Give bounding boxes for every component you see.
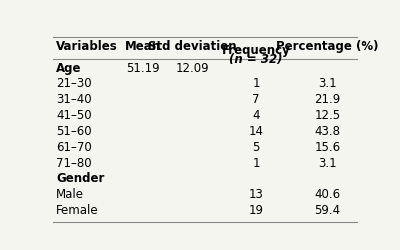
Text: 14: 14 [249,124,264,137]
Text: Mean: Mean [125,40,161,53]
Text: 1: 1 [252,156,260,169]
Text: Male: Male [56,188,84,200]
Text: 13: 13 [249,188,264,200]
Text: 21–30: 21–30 [56,77,92,90]
Text: 51.19: 51.19 [126,61,160,74]
Text: 51–60: 51–60 [56,124,92,137]
Text: 3.1: 3.1 [318,156,337,169]
Text: 12.5: 12.5 [314,108,340,122]
Text: Gender: Gender [56,172,104,185]
Text: 40.6: 40.6 [314,188,340,200]
Text: 3.1: 3.1 [318,77,337,90]
Text: 12.09: 12.09 [176,61,210,74]
Text: (n = 32): (n = 32) [230,53,283,66]
Text: 7: 7 [252,93,260,106]
Text: Percentage (%): Percentage (%) [276,40,379,53]
Text: 1: 1 [252,77,260,90]
Text: 43.8: 43.8 [314,124,340,137]
Text: Variables: Variables [56,40,118,53]
Text: Female: Female [56,203,99,216]
Text: Std deviation: Std deviation [148,40,237,53]
Text: 31–40: 31–40 [56,93,92,106]
Text: 4: 4 [252,108,260,122]
Text: 21.9: 21.9 [314,93,340,106]
Text: 59.4: 59.4 [314,203,340,216]
Text: 41–50: 41–50 [56,108,92,122]
Text: 61–70: 61–70 [56,140,92,153]
Text: 19: 19 [249,203,264,216]
Text: Frequency: Frequency [222,44,290,57]
Text: 15.6: 15.6 [314,140,340,153]
Text: Age: Age [56,61,82,74]
Text: 5: 5 [252,140,260,153]
Text: 71–80: 71–80 [56,156,92,169]
